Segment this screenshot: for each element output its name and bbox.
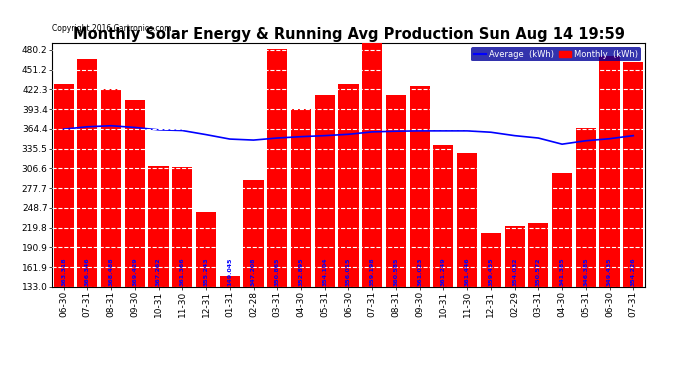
- Bar: [291, 109, 311, 287]
- Text: 354.104: 354.104: [322, 257, 327, 285]
- Bar: [623, 62, 643, 287]
- Text: 367.262: 367.262: [156, 257, 161, 285]
- Bar: [481, 232, 501, 287]
- Text: 355.243: 355.243: [204, 257, 208, 285]
- Bar: [575, 128, 596, 287]
- Text: 361.366: 361.366: [180, 257, 185, 285]
- Bar: [54, 84, 74, 287]
- Bar: [125, 100, 145, 287]
- Text: 350.865: 350.865: [275, 257, 279, 285]
- Bar: [362, 43, 382, 287]
- Bar: [196, 212, 216, 287]
- Bar: [101, 89, 121, 287]
- Text: 341.385: 341.385: [560, 257, 564, 285]
- Bar: [600, 56, 620, 287]
- Bar: [267, 50, 287, 287]
- Bar: [219, 276, 240, 287]
- Legend: Average  (kWh), Monthly  (kWh): Average (kWh), Monthly (kWh): [471, 47, 641, 61]
- Text: 360.585: 360.585: [393, 257, 398, 285]
- Bar: [504, 226, 524, 287]
- Text: 354.032: 354.032: [512, 257, 517, 285]
- Bar: [457, 153, 477, 287]
- Bar: [386, 95, 406, 287]
- Bar: [552, 172, 572, 287]
- Bar: [433, 145, 453, 287]
- Text: 347.208: 347.208: [251, 257, 256, 285]
- Text: 352.895: 352.895: [299, 257, 304, 285]
- Text: 363.318: 363.318: [61, 257, 66, 285]
- Bar: [410, 86, 430, 287]
- Text: 366.346: 366.346: [85, 257, 90, 285]
- Bar: [338, 84, 359, 287]
- Text: 149.045: 149.045: [227, 257, 233, 285]
- Text: 368.488: 368.488: [108, 257, 114, 285]
- Text: 350.572: 350.572: [536, 257, 541, 285]
- Bar: [529, 223, 549, 287]
- Bar: [172, 167, 193, 287]
- Text: Copyright 2016 Cartronics.com: Copyright 2016 Cartronics.com: [52, 24, 171, 33]
- Text: 354.226: 354.226: [631, 257, 635, 285]
- Text: 346.385: 346.385: [583, 257, 589, 285]
- Bar: [315, 95, 335, 287]
- Bar: [77, 59, 97, 287]
- Text: 361.446: 361.446: [464, 257, 470, 285]
- Text: 361.249: 361.249: [441, 257, 446, 285]
- Text: 359.198: 359.198: [370, 257, 375, 285]
- Bar: [148, 166, 168, 287]
- Text: 349.435: 349.435: [607, 257, 612, 285]
- Bar: [244, 180, 264, 287]
- Text: 369.429: 369.429: [132, 257, 137, 285]
- Text: 361.023: 361.023: [417, 257, 422, 285]
- Text: 356.015: 356.015: [346, 257, 351, 285]
- Text: 359.455: 359.455: [489, 257, 493, 285]
- Title: Monthly Solar Energy & Running Avg Production Sun Aug 14 19:59: Monthly Solar Energy & Running Avg Produ…: [72, 27, 624, 42]
